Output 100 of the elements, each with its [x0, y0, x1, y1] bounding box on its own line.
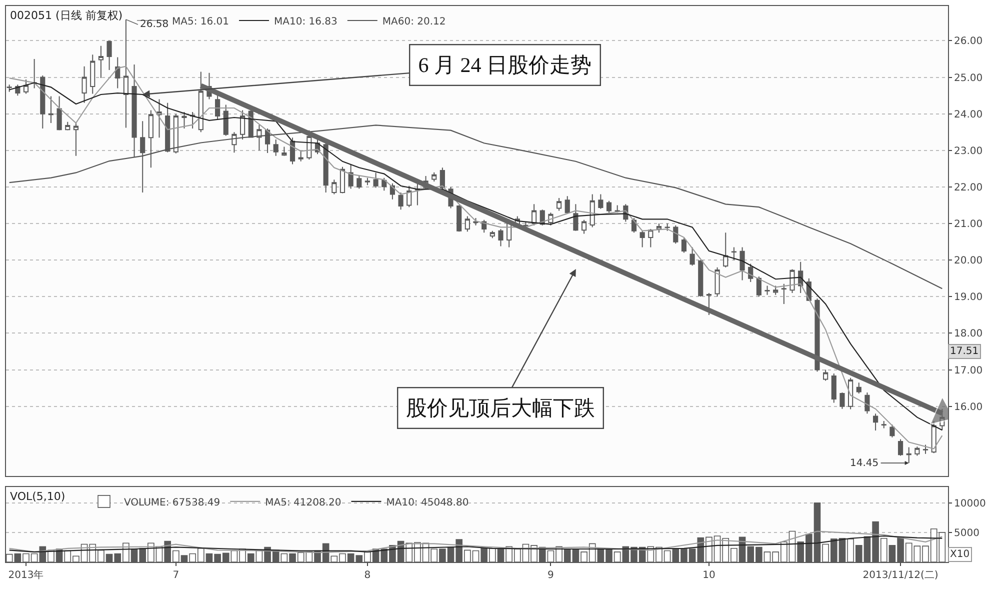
y-tick-label: 5000 — [954, 528, 980, 539]
annotation: 26.58 — [140, 19, 169, 30]
candlestick — [848, 377, 854, 410]
candlestick — [814, 298, 820, 372]
legend-label: MA60: 20.12 — [382, 16, 446, 28]
x-tick-label: 2013/11/12(二) — [862, 570, 938, 581]
y-tick-label: 17.00 — [954, 365, 983, 376]
line-series — [8, 535, 943, 552]
candlestick — [65, 121, 70, 131]
legend-label: MA10: 16.83 — [274, 16, 338, 28]
candlestick — [490, 230, 495, 239]
candlestick — [456, 204, 462, 232]
candlestick — [556, 197, 562, 212]
candlestick — [115, 56, 120, 89]
candlestick — [881, 420, 886, 429]
chart-title: 002051 (日线 前复权) — [10, 9, 123, 22]
candlestick — [290, 137, 296, 165]
annotation: 6 月 24 日股价走势 — [418, 53, 592, 78]
candlestick — [364, 177, 370, 186]
candlestick — [98, 45, 104, 79]
candlestick — [282, 146, 287, 156]
candlestick — [232, 132, 237, 154]
candlestick — [906, 446, 912, 464]
candlestick — [348, 164, 354, 190]
candlestick — [714, 266, 720, 298]
candlestick — [182, 112, 187, 129]
candlestick — [498, 228, 504, 247]
candlestick — [564, 196, 570, 214]
candlestick — [532, 204, 537, 226]
y-tick-label: 20.00 — [954, 256, 983, 267]
candlestick — [473, 218, 478, 226]
candlestick — [40, 74, 46, 129]
candlestick — [332, 179, 337, 195]
candlestick — [723, 232, 728, 268]
y-tick-label: 24.00 — [954, 109, 983, 120]
candlestick — [264, 128, 270, 154]
y-tick-label: 22.00 — [954, 182, 983, 194]
candlestick — [82, 66, 87, 104]
candlestick — [890, 424, 895, 438]
candlestick — [606, 200, 612, 214]
candlestick — [73, 122, 78, 156]
text: 17.51 — [950, 346, 979, 357]
y-tick-label: 23.00 — [954, 146, 983, 157]
candlestick — [648, 228, 654, 248]
y-tick-label: 25.00 — [954, 72, 983, 84]
annotation: 14.45 — [850, 458, 879, 469]
candlestick — [664, 223, 670, 232]
candlestick — [356, 176, 362, 190]
candlestick — [756, 276, 762, 298]
candlestick — [823, 369, 828, 382]
candlestick — [640, 230, 645, 248]
candlestick — [48, 96, 54, 124]
candlestick — [864, 392, 870, 414]
candlestick — [156, 98, 162, 138]
y-tick-label: 18.00 — [954, 328, 983, 340]
x-tick-label: 8 — [364, 570, 371, 581]
candlestick — [32, 58, 37, 89]
candlestick — [56, 96, 62, 131]
candlestick — [681, 238, 687, 254]
candlestick — [373, 172, 378, 188]
candlestick — [914, 446, 920, 456]
candlestick — [90, 54, 96, 94]
candlestick — [740, 246, 745, 281]
x-tick-label: 10 — [702, 570, 716, 581]
candlestick — [323, 142, 328, 193]
candlestick — [673, 224, 678, 244]
candlestick — [773, 285, 778, 296]
candlestick — [598, 194, 604, 210]
candlestick — [398, 192, 404, 210]
y-tick-label: 19.00 — [954, 292, 983, 304]
candlestick — [440, 167, 445, 192]
y-tick-label: 16.00 — [954, 402, 983, 413]
chart-title: VOL(5,10) — [10, 490, 66, 503]
candlestick — [764, 285, 770, 296]
x-tick-label: 2013年 — [8, 569, 44, 581]
candlestick — [298, 150, 304, 162]
x-tick-label: 9 — [548, 570, 554, 581]
candlestick — [898, 438, 904, 456]
y-tick-label: 10000 — [954, 498, 986, 510]
candlestick — [922, 444, 928, 454]
legend-label: MA5: 16.01 — [172, 16, 230, 28]
candlestick — [706, 292, 712, 316]
candlestick — [106, 40, 112, 70]
candlestick — [731, 246, 736, 261]
legend-label: MA10: 45048.80 — [386, 497, 469, 508]
candlestick — [573, 204, 578, 232]
candlestick — [432, 172, 437, 182]
candlestick — [273, 138, 278, 156]
candlestick — [690, 246, 695, 266]
candlestick — [23, 78, 29, 94]
candlestick — [406, 185, 412, 208]
x-tick-label: 7 — [172, 570, 180, 581]
text: X10 — [950, 549, 970, 560]
candlestick — [340, 166, 346, 194]
candlestick — [856, 382, 862, 394]
candlestick — [223, 104, 228, 136]
candlestick — [840, 392, 845, 410]
candlestick — [215, 94, 220, 120]
candlestick — [464, 216, 470, 232]
line-series — [8, 530, 943, 554]
